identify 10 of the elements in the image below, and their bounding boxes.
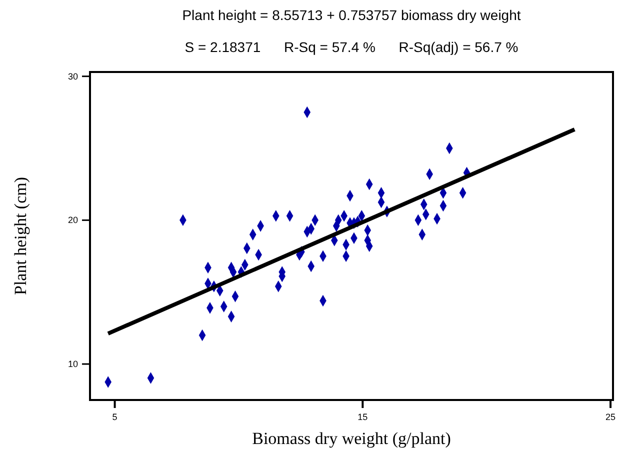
chart-title: Plant height = 8.55713 + 0.753757 biomass dry weight (182, 7, 521, 23)
y-tick-label: 30 (68, 71, 78, 82)
x-axis-title: Biomass dry weight (g/plant) (252, 429, 451, 448)
y-tick-label: 20 (68, 215, 78, 226)
x-tick-label: 25 (606, 412, 616, 422)
y-axis-title: Plant height (cm) (11, 176, 30, 296)
x-tick-label: 15 (358, 412, 368, 422)
chart-subtitle: S = 2.18371 R-Sq = 57.4 % R-Sq(adj) = 56.7 % (184, 39, 518, 55)
y-tick-label: 10 (68, 359, 78, 370)
x-tick-label: 5 (112, 412, 118, 422)
